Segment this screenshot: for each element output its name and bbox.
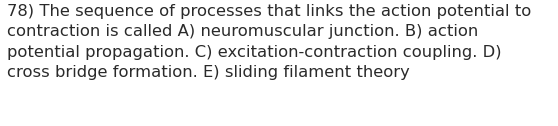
Text: 78) The sequence of processes that links the action potential to
contraction is : 78) The sequence of processes that links… xyxy=(7,4,531,80)
